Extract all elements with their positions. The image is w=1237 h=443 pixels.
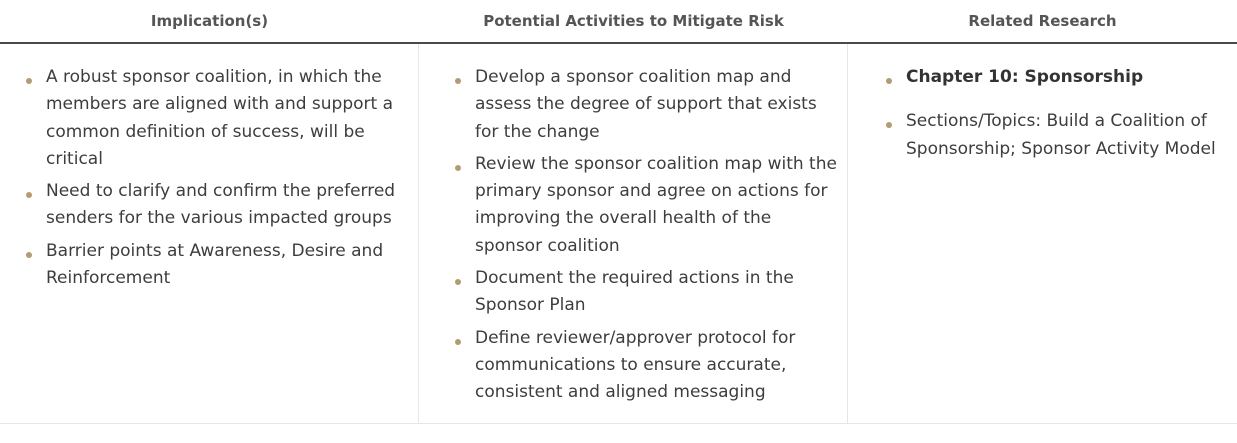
bullet-icon [455, 279, 461, 286]
implication-text: Need to clarify and confirm the preferre… [46, 181, 396, 229]
list-item: Review the sponsor coalition map with th… [451, 151, 837, 260]
activity-text: Define reviewer/approver protocol for co… [475, 327, 796, 403]
bullet-icon [886, 78, 892, 84]
list-item: A robust sponsor coalition, in which the… [22, 64, 404, 173]
list-item: Need to clarify and confirm the preferre… [22, 178, 404, 233]
bullet-icon [455, 338, 461, 345]
list-item: Document the required actions in the Spo… [451, 265, 837, 320]
research-list: Chapter 10: Sponsorship Sections/Topics:… [882, 64, 1227, 163]
table-header-row: Implication(s) Potential Activities to M… [0, 0, 1237, 44]
bullet-icon [455, 78, 461, 84]
header-research: Related Research [968, 11, 1117, 30]
implication-text: A robust sponsor coalition, in which the… [46, 67, 394, 169]
list-item: Chapter 10: Sponsorship [882, 64, 1227, 91]
bullet-icon [455, 164, 461, 171]
list-item: Define reviewer/approver protocol for co… [451, 325, 837, 407]
activity-text: Document the required actions in the Spo… [475, 268, 794, 316]
list-item: Barrier points at Awareness, Desire and … [22, 238, 404, 293]
bullet-icon [26, 78, 32, 84]
header-implications: Implication(s) [150, 11, 269, 30]
research-chapter-title: Chapter 10: Sponsorship [906, 67, 1144, 87]
activities-list: Develop a sponsor coalition map and asse… [451, 64, 837, 407]
activity-text: Review the sponsor coalition map with th… [475, 153, 837, 256]
implications-list: A robust sponsor coalition, in which the… [22, 64, 404, 292]
research-cell: Chapter 10: Sponsorship Sections/Topics:… [848, 44, 1237, 423]
implication-text: Barrier points at Awareness, Desire and … [46, 240, 384, 289]
risk-mitigation-table: Implication(s) Potential Activities to M… [0, 0, 1237, 424]
bullet-icon [26, 192, 32, 199]
bullet-icon [886, 122, 892, 129]
table-row: A robust sponsor coalition, in which the… [0, 44, 1237, 424]
implications-cell: A robust sponsor coalition, in which the… [0, 44, 419, 423]
list-item: Develop a sponsor coalition map and asse… [451, 64, 837, 146]
bullet-icon [26, 251, 32, 258]
activity-text: Develop a sponsor coalition map and asse… [475, 67, 817, 142]
header-activities: Potential Activities to Mitigate Risk [483, 11, 784, 30]
activities-cell: Develop a sponsor coalition map and asse… [419, 44, 848, 423]
research-topics: Sections/Topics: Build a Coalition of Sp… [906, 111, 1216, 159]
list-item: Sections/Topics: Build a Coalition of Sp… [882, 108, 1227, 163]
